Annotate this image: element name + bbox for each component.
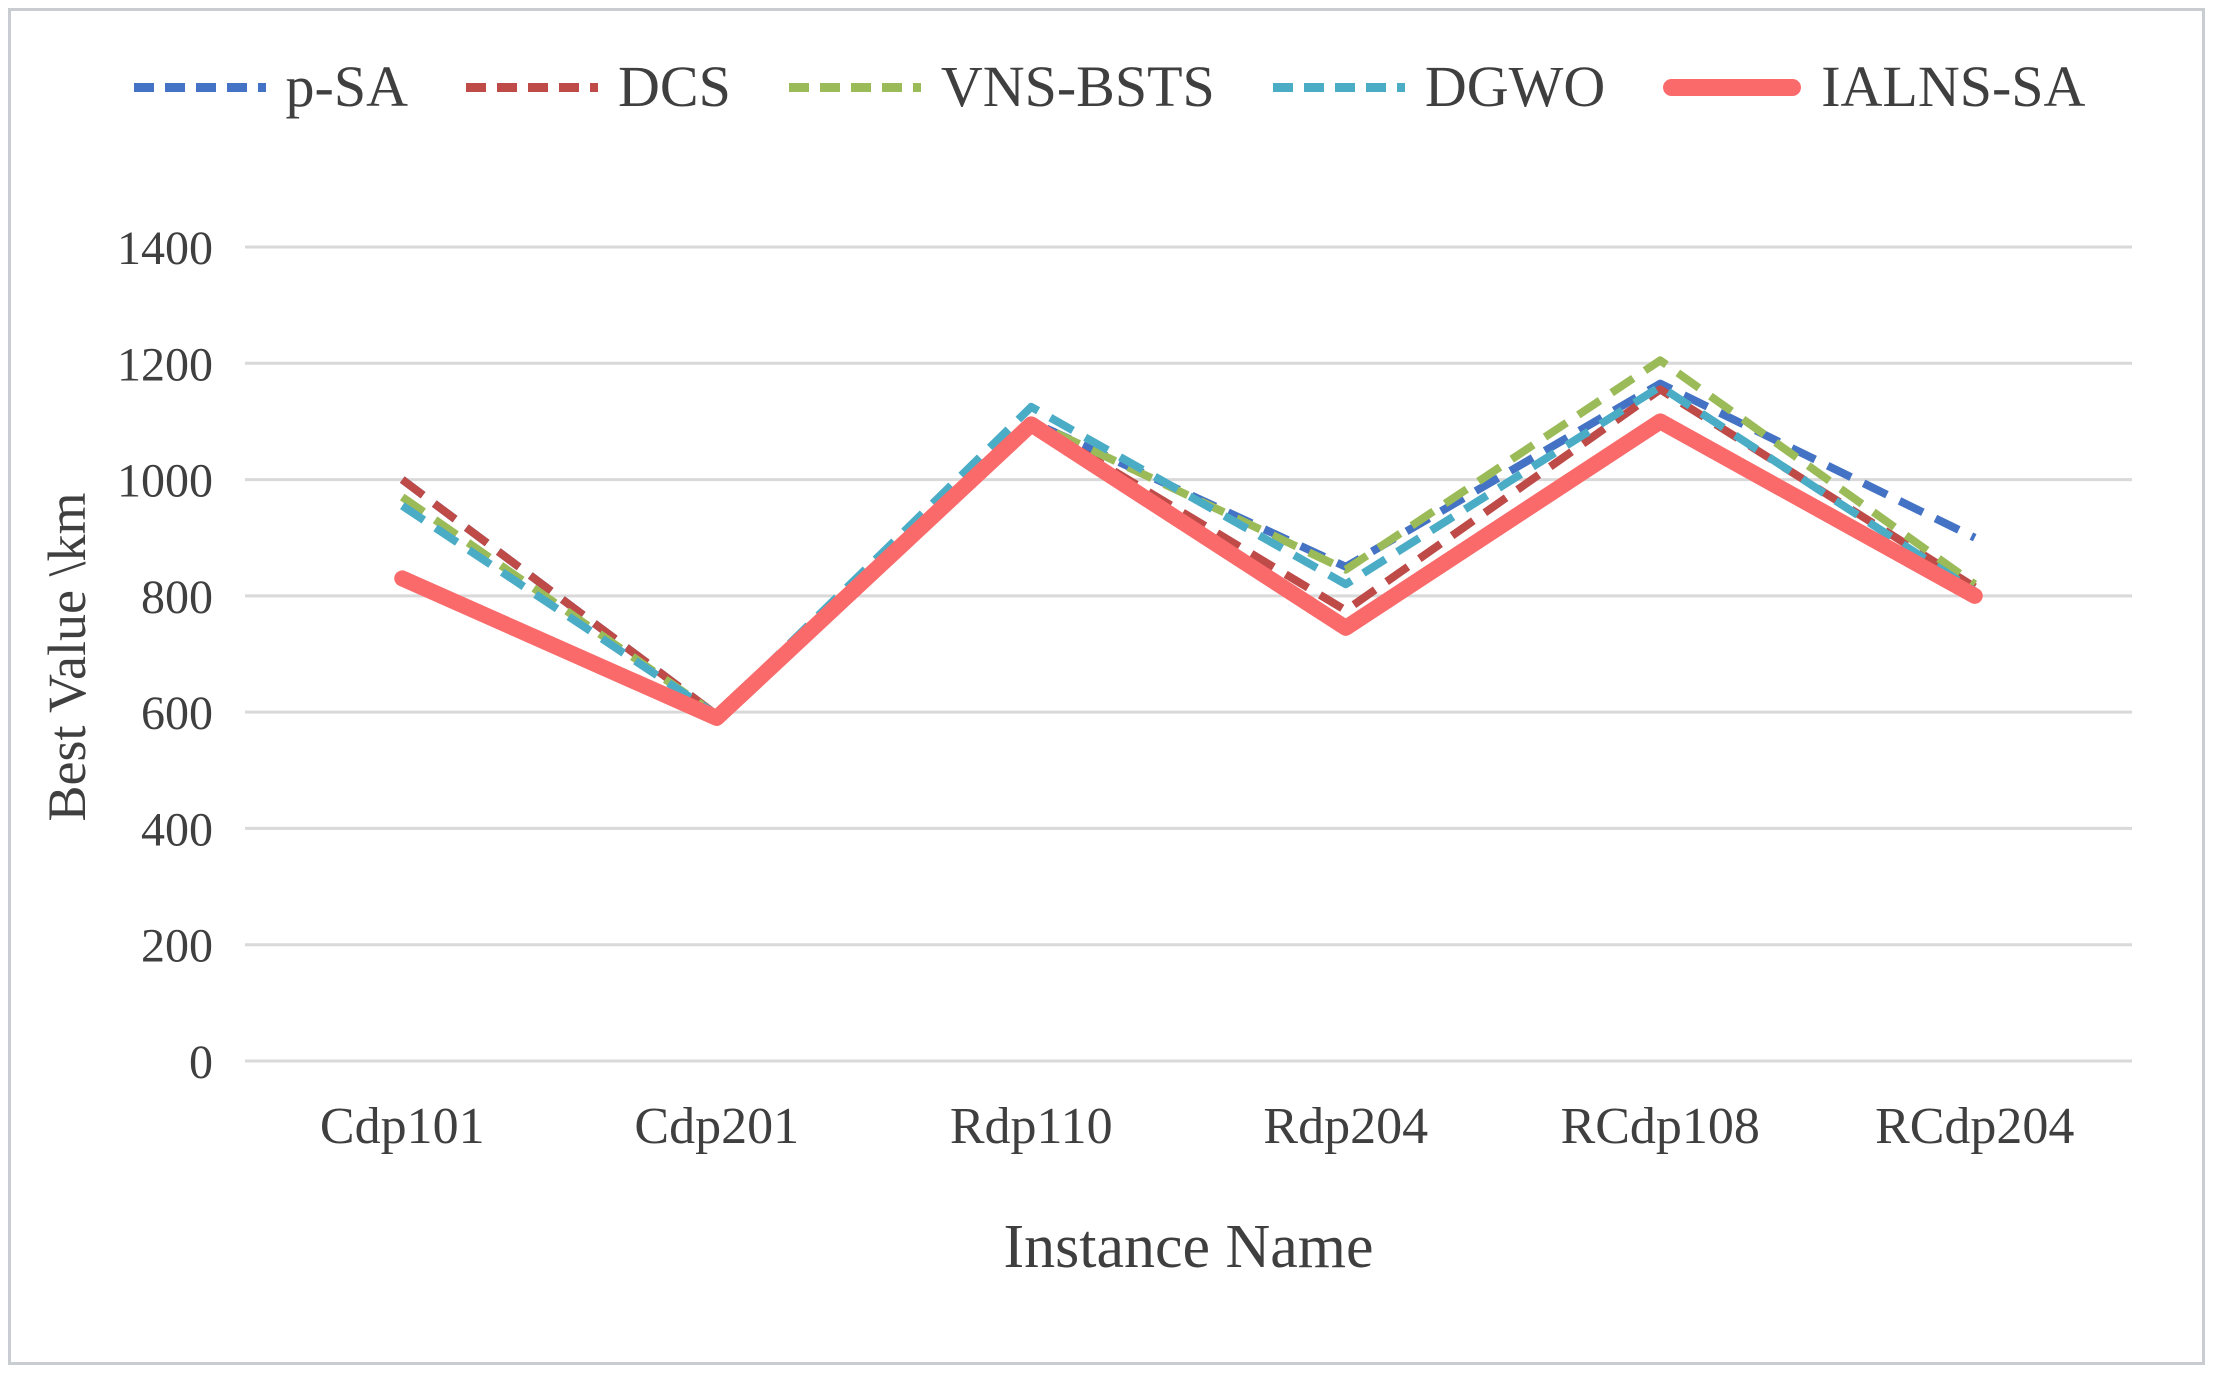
series-line-dcs [399, 385, 1977, 720]
series-line-ialns-sa [394, 413, 1983, 726]
y-tick-label: 600 [141, 687, 213, 740]
y-axis-title: Best Value \km [37, 492, 97, 822]
chart-border [8, 8, 2205, 1365]
y-tick-label: 1200 [117, 338, 213, 391]
x-axis-title: Instance Name [1003, 1213, 1374, 1281]
y-tick-label: 800 [141, 571, 213, 624]
y-tick-label: 1000 [117, 455, 213, 508]
y-tick-label: 0 [189, 1036, 213, 1089]
x-category-label: Cdp101 [320, 1098, 485, 1155]
x-category-label: Rdp110 [950, 1098, 1113, 1155]
y-tick-label: 1400 [117, 222, 213, 275]
x-category-label: RCdp204 [1875, 1098, 2074, 1155]
x-category-label: RCdp108 [1561, 1098, 1760, 1155]
x-category-label: Rdp204 [1263, 1098, 1428, 1155]
series-line-vns-bsts [399, 356, 1978, 720]
x-category-label: Cdp201 [634, 1098, 799, 1155]
y-tick-label: 400 [141, 803, 213, 856]
series-line-dgwo [400, 382, 1977, 720]
y-tick-label: 200 [141, 920, 213, 973]
